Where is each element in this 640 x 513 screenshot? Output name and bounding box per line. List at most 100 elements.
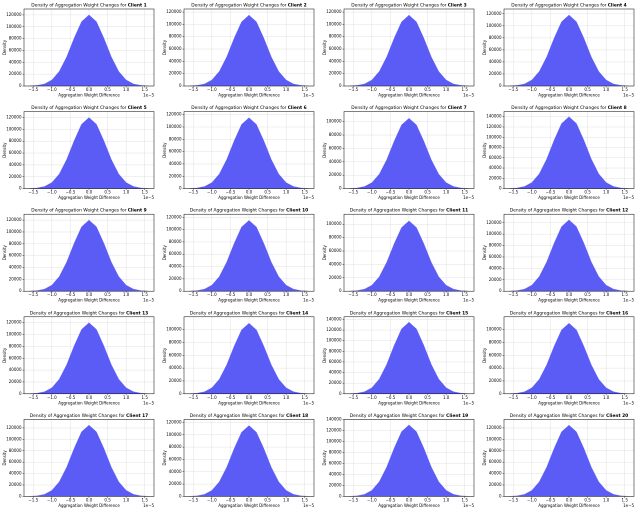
x-tick-label: −1.0 bbox=[527, 497, 537, 502]
plot-frame bbox=[343, 419, 475, 497]
x-tick-label: 0.5 bbox=[104, 87, 111, 92]
x-tick-label: 1.0 bbox=[283, 497, 290, 502]
x-tick-label: −0.5 bbox=[386, 190, 396, 195]
subplot: −1.5 −1.0 −0.5 0.0 0.5 1.0 1.5 0 20000 40000 60000… bbox=[2, 412, 154, 508]
y-tick-label: 120000 bbox=[326, 9, 342, 14]
y-tick-label: 120000 bbox=[486, 124, 502, 129]
y-tick-label: 100000 bbox=[166, 327, 182, 332]
title-text: Density of Aggregation Weight Changes fo… bbox=[31, 207, 126, 213]
title-text: Density of Aggregation Weight Changes fo… bbox=[30, 310, 125, 316]
y-tick-label: 0 bbox=[339, 288, 342, 293]
subplot-title: Density of Aggregation Weight Changes fo… bbox=[350, 310, 468, 316]
x-tick-label: 1.5 bbox=[142, 497, 149, 502]
title-text: Density of Aggregation Weight Changes fo… bbox=[350, 207, 445, 213]
subplot: −1.5 −1.0 −0.5 0.0 0.5 1.0 1.5 0 20000 40000 60000… bbox=[322, 105, 474, 201]
subplot: −1.5 −1.0 −0.5 0.0 0.5 1.0 1.5 0 20000 40000 60000… bbox=[322, 207, 474, 303]
x-tick-label: −0.5 bbox=[66, 190, 76, 195]
y-axis-label: Density bbox=[482, 450, 487, 466]
y-tick-label: 0 bbox=[179, 288, 182, 293]
y-tick-label: 60000 bbox=[169, 456, 182, 461]
y-tick-label: 100000 bbox=[6, 126, 22, 131]
plot-frame bbox=[23, 316, 155, 395]
y-tick-label: 60000 bbox=[9, 253, 22, 258]
x-tick-label: −0.5 bbox=[226, 292, 236, 297]
x-tick-label: 0.0 bbox=[566, 190, 573, 195]
subplot: −1.5 −1.0 −0.5 0.0 0.5 1.0 1.5 0 20000 40000 60000… bbox=[162, 310, 314, 406]
x-offset-label: 1e−5 bbox=[463, 298, 474, 303]
y-tick-label: 60000 bbox=[9, 47, 22, 52]
title-text: Density of Aggregation Weight Changes fo… bbox=[350, 310, 445, 316]
x-tick-label: 1.0 bbox=[603, 497, 610, 502]
x-tick-label: 0.5 bbox=[584, 87, 591, 92]
y-tick-label: 20000 bbox=[489, 482, 502, 487]
y-tick-label: 20000 bbox=[329, 275, 342, 280]
y-tick-label: 80000 bbox=[329, 235, 342, 240]
density-area bbox=[29, 117, 149, 189]
x-offset-label: 1e−5 bbox=[623, 93, 634, 98]
x-offset-label: 1e−5 bbox=[143, 298, 154, 303]
subplot-title: Density of Aggregation Weight Changes fo… bbox=[30, 310, 148, 316]
x-tick-label: 1.0 bbox=[603, 190, 610, 195]
x-tick-label: −1.5 bbox=[348, 497, 358, 502]
x-tick-label: 1.0 bbox=[283, 292, 290, 297]
y-tick-label: 0 bbox=[19, 83, 22, 88]
y-tick-label: 20000 bbox=[9, 71, 22, 76]
x-tick-label: 0.0 bbox=[246, 190, 253, 195]
x-tick-label: 0.5 bbox=[104, 292, 111, 297]
x-axis-label: Aggregation Weight Difference bbox=[378, 195, 440, 200]
y-axis-label: Density bbox=[2, 450, 7, 466]
title-client: Client 20 bbox=[606, 412, 628, 418]
x-offset-label: 1e−5 bbox=[463, 195, 474, 200]
x-axis-label: Aggregation Weight Difference bbox=[538, 298, 600, 303]
y-tick-label: 60000 bbox=[489, 459, 502, 464]
x-axis-label: Aggregation Weight Difference bbox=[218, 400, 280, 405]
x-offset-label: 1e−5 bbox=[303, 400, 314, 405]
x-tick-label: −1.5 bbox=[28, 292, 38, 297]
x-tick-label: 1.5 bbox=[462, 292, 469, 297]
x-tick-label: −0.5 bbox=[66, 497, 76, 502]
x-tick-label: −0.5 bbox=[546, 292, 556, 297]
x-tick-label: 1.0 bbox=[443, 292, 450, 297]
subplot: −1.5 −1.0 −0.5 0.0 0.5 1.0 1.5 0 20000 40000 60000… bbox=[2, 2, 154, 98]
plot-frame bbox=[343, 213, 475, 292]
y-tick-label: 100000 bbox=[166, 432, 182, 437]
y-tick-label: 120000 bbox=[326, 427, 342, 432]
y-axis-label: Density bbox=[162, 450, 167, 466]
x-tick-label: −1.5 bbox=[508, 395, 518, 400]
title-text: Density of Aggregation Weight Changes fo… bbox=[31, 105, 126, 111]
y-tick-label: 100000 bbox=[326, 221, 342, 226]
x-tick-label: −0.5 bbox=[546, 497, 556, 502]
y-tick-label: 40000 bbox=[489, 365, 502, 370]
x-tick-label: −1.5 bbox=[508, 190, 518, 195]
x-tick-label: 1.0 bbox=[603, 87, 610, 92]
y-tick-label: 20000 bbox=[329, 380, 342, 385]
x-axis-label: Aggregation Weight Difference bbox=[58, 298, 120, 303]
y-tick-label: 100000 bbox=[6, 229, 22, 234]
y-axis-label: Density bbox=[322, 39, 327, 55]
y-tick-label: 20000 bbox=[169, 173, 182, 178]
x-offset-label: 1e−5 bbox=[463, 400, 474, 405]
y-tick-label: 60000 bbox=[489, 155, 502, 160]
subplot: −1.5 −1.0 −0.5 0.0 0.5 1.0 1.5 0 20000 40000 60000… bbox=[2, 310, 154, 406]
x-tick-label: 0.0 bbox=[86, 395, 93, 400]
title-text: Density of Aggregation Weight Changes fo… bbox=[510, 207, 605, 213]
x-tick-label: 0.0 bbox=[406, 190, 413, 195]
subplot: −1.5 −1.0 −0.5 0.0 0.5 1.0 1.5 0 20000 40000 60000… bbox=[162, 412, 314, 508]
y-tick-label: 60000 bbox=[329, 460, 342, 465]
y-tick-label: 80000 bbox=[169, 444, 182, 449]
y-tick-label: 60000 bbox=[9, 355, 22, 360]
x-tick-label: −0.5 bbox=[546, 87, 556, 92]
x-tick-label: −1.0 bbox=[47, 497, 57, 502]
x-tick-label: 0.5 bbox=[104, 190, 111, 195]
y-axis-label: Density bbox=[322, 450, 327, 466]
x-tick-label: 1.5 bbox=[622, 87, 629, 92]
x-axis-label: Aggregation Weight Difference bbox=[58, 400, 120, 405]
density-area bbox=[349, 118, 469, 189]
x-tick-label: −1.5 bbox=[188, 292, 198, 297]
subplot-title: Density of Aggregation Weight Changes fo… bbox=[351, 105, 466, 111]
y-tick-label: 0 bbox=[179, 83, 182, 88]
x-tick-label: 0.5 bbox=[104, 497, 111, 502]
y-tick-label: 60000 bbox=[9, 459, 22, 464]
x-tick-label: −1.0 bbox=[367, 497, 377, 502]
x-tick-label: −1.5 bbox=[28, 87, 38, 92]
